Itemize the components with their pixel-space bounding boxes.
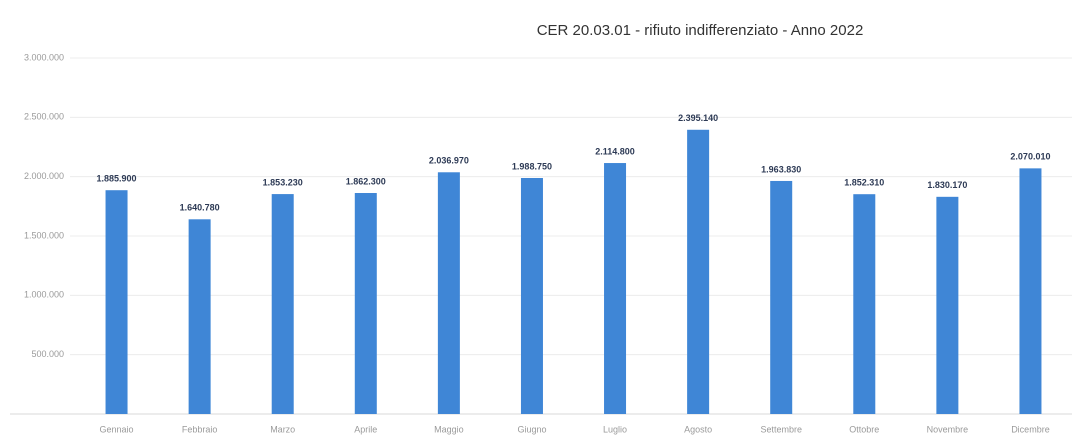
x-tick-label: Novembre xyxy=(927,424,969,434)
x-tick-label: Giugno xyxy=(517,424,546,434)
x-tick-label: Settembre xyxy=(760,424,802,434)
x-tick-label: Dicembre xyxy=(1011,424,1050,434)
bar xyxy=(105,190,128,414)
bar xyxy=(604,163,627,414)
value-label: 1.885.900 xyxy=(97,174,137,184)
x-tick-label: Agosto xyxy=(684,424,712,434)
value-label: 2.036.970 xyxy=(429,156,469,166)
x-tick-label: Luglio xyxy=(603,424,627,434)
value-label: 2.395.140 xyxy=(678,113,718,123)
bar xyxy=(1019,168,1042,414)
bar xyxy=(936,196,959,414)
y-tick-label: 3.000.000 xyxy=(24,52,64,62)
bar xyxy=(520,178,543,414)
bar xyxy=(271,194,294,414)
value-label: 1.853.230 xyxy=(263,177,303,187)
y-tick-label: 500.000 xyxy=(31,349,64,359)
x-tick-label: Ottobre xyxy=(849,424,879,434)
x-tick-label: Maggio xyxy=(434,424,464,434)
value-label: 2.070.010 xyxy=(1010,152,1050,162)
value-label: 1.852.310 xyxy=(844,178,884,188)
value-label: 1.862.300 xyxy=(346,176,386,186)
value-label: 1.963.830 xyxy=(761,164,801,174)
y-tick-label: 2.000.000 xyxy=(24,171,64,181)
bar xyxy=(687,129,710,414)
bar xyxy=(188,219,211,414)
bar xyxy=(770,180,793,414)
chart-title: CER 20.03.01 - rifiuto indifferenziato -… xyxy=(537,22,864,39)
y-tick-label: 1.000.000 xyxy=(24,290,64,300)
value-label: 1.988.750 xyxy=(512,161,552,171)
bar xyxy=(354,193,377,414)
y-tick-label: 2.500.000 xyxy=(24,112,64,122)
bar xyxy=(853,194,876,414)
x-tick-label: Marzo xyxy=(270,424,295,434)
x-tick-label: Aprile xyxy=(354,424,377,434)
x-tick-label: Gennaio xyxy=(100,424,134,434)
value-label: 1.830.170 xyxy=(927,180,967,190)
x-tick-label: Febbraio xyxy=(182,424,218,434)
value-label: 2.114.800 xyxy=(595,146,635,156)
value-label: 1.640.780 xyxy=(180,203,220,213)
bar xyxy=(437,172,460,414)
y-tick-label: 1.500.000 xyxy=(24,230,64,240)
